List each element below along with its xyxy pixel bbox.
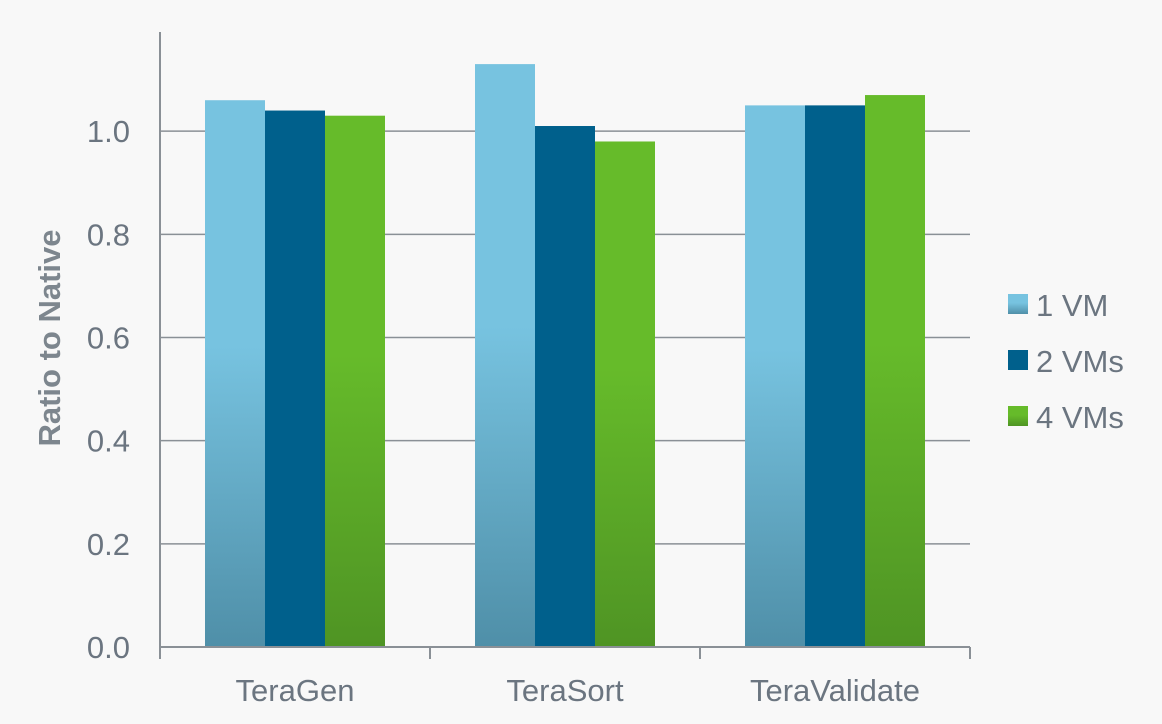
legend-label: 2 VMs: [1036, 344, 1124, 379]
y-tick-labels: 0.0 0.2 0.4 0.6 0.8 1.0: [87, 114, 130, 665]
x-tick-labels: TeraGen TeraSort TeraValidate: [236, 673, 920, 708]
x-tick-label: TeraSort: [506, 673, 624, 708]
x-tick-label: TeraValidate: [750, 673, 920, 708]
y-tick-label: 1.0: [87, 114, 130, 149]
x-tick-label: TeraGen: [236, 673, 355, 708]
bar-teragen-1-vm: [205, 100, 265, 647]
bar-terasort-1-vm: [475, 64, 535, 647]
bar-terasort-4-vms: [595, 141, 655, 647]
y-tick-label: 0.4: [87, 424, 130, 459]
legend-swatch: [1008, 406, 1028, 426]
legend-label: 1 VM: [1036, 288, 1108, 323]
bar-teravalidate-4-vms: [865, 95, 925, 647]
axes: [159, 32, 971, 659]
bar-terasort-2-vms: [535, 126, 595, 648]
legend-swatch: [1008, 350, 1028, 370]
y-tick-label: 0.2: [87, 527, 130, 562]
legend-swatch: [1008, 294, 1028, 314]
bar-teragen-2-vms: [265, 110, 325, 648]
legend: 1 VM 2 VMs 4 VMs: [1008, 288, 1124, 435]
y-axis-label: Ratio to Native: [32, 229, 67, 446]
y-tick-label: 0.6: [87, 321, 130, 356]
bar-teravalidate-2-vms: [805, 105, 865, 647]
bar-teravalidate-1-vm: [745, 105, 805, 647]
y-tick-label: 0.0: [87, 630, 130, 665]
bars: [205, 64, 925, 648]
y-tick-label: 0.8: [87, 217, 130, 252]
bar-teragen-4-vms: [325, 115, 385, 648]
legend-label: 4 VMs: [1036, 400, 1124, 435]
